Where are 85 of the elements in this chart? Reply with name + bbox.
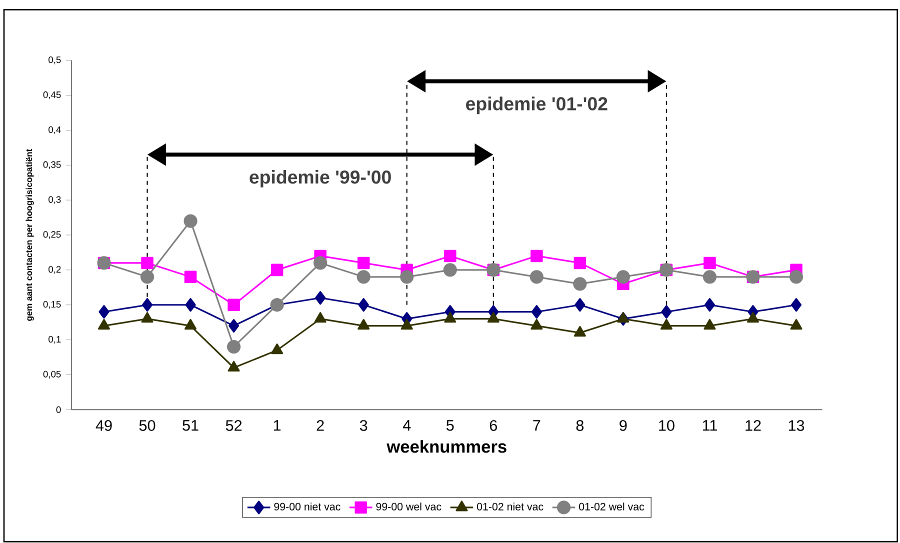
point xyxy=(444,312,456,323)
point xyxy=(141,312,154,323)
point xyxy=(140,270,154,284)
point xyxy=(228,360,240,372)
point xyxy=(227,340,241,354)
point xyxy=(789,270,804,284)
y-tick-label: 0,15 xyxy=(43,301,61,309)
point xyxy=(487,312,500,323)
point xyxy=(184,319,197,330)
point xyxy=(358,319,370,330)
y-tick-label: 0,2 xyxy=(48,266,61,274)
x-tick-label: 49 xyxy=(96,420,112,431)
point xyxy=(185,298,196,312)
point xyxy=(315,291,326,305)
point xyxy=(573,277,587,291)
x-tick-label: 10 xyxy=(659,420,674,431)
x-tick-label: 2 xyxy=(316,420,324,431)
point xyxy=(184,270,197,284)
y-tick-label: 0,25 xyxy=(43,231,61,239)
y-axis-title: gem aant contacten per hoogrisicopatiënt xyxy=(26,148,34,321)
point xyxy=(358,298,369,312)
point xyxy=(531,305,542,319)
point xyxy=(314,256,328,270)
y-tick-label: 0,1 xyxy=(48,336,61,344)
x-tick-label: 3 xyxy=(360,420,368,431)
point xyxy=(357,256,370,270)
y-tick-label: 0,3 xyxy=(48,196,61,204)
point xyxy=(747,312,759,323)
point xyxy=(271,343,284,354)
point xyxy=(530,270,544,284)
x-tick-label: 52 xyxy=(226,420,242,431)
point xyxy=(574,326,586,337)
x-tick-label: 8 xyxy=(576,420,584,431)
x-tick-label: 5 xyxy=(446,420,454,431)
point xyxy=(661,305,672,319)
x-tick-label: 13 xyxy=(788,420,804,431)
x-tick-label: 51 xyxy=(182,420,198,431)
point xyxy=(141,256,154,270)
point xyxy=(184,214,198,228)
point xyxy=(530,250,543,262)
point xyxy=(228,319,240,333)
x-tick-label: 1 xyxy=(274,420,281,431)
point xyxy=(228,298,240,311)
point xyxy=(616,270,630,284)
y-tick-label: 0,35 xyxy=(43,161,61,169)
legend-label: 99-00 niet vac xyxy=(274,502,340,510)
x-tick-label: 6 xyxy=(490,420,497,431)
point xyxy=(443,263,457,277)
point xyxy=(660,319,672,330)
point xyxy=(702,270,717,284)
legend-label: 01-02 wel vac xyxy=(579,502,644,510)
y-tick-label: 0,4 xyxy=(48,126,61,134)
point xyxy=(574,298,586,312)
point xyxy=(704,319,716,330)
point xyxy=(142,298,153,312)
y-tick-label: 0,5 xyxy=(48,56,61,64)
annotation: epidemie '01-'02 xyxy=(466,96,608,114)
point xyxy=(270,264,284,276)
point xyxy=(530,319,543,330)
point xyxy=(314,312,326,323)
legend-label: 01-02 niet vac xyxy=(476,502,544,510)
y-tick-label: 0 xyxy=(56,406,61,413)
annotation: epidemie '99-'00 xyxy=(250,170,391,188)
x-tick-label: 50 xyxy=(139,420,156,431)
point xyxy=(98,305,110,319)
point xyxy=(444,250,456,262)
point xyxy=(704,256,716,270)
x-tick-label: 9 xyxy=(620,420,627,431)
point xyxy=(617,312,630,323)
y-tick-label: 0,45 xyxy=(43,91,61,100)
x-axis-title: weeknummers xyxy=(386,440,506,453)
x-tick-label: 12 xyxy=(746,420,761,431)
point xyxy=(790,298,802,312)
x-tick-label: 4 xyxy=(402,420,411,431)
x-tick-label: 11 xyxy=(702,420,717,431)
legend-label: 99-00 wel vac xyxy=(376,502,442,510)
x-tick-label: 7 xyxy=(533,420,540,431)
point xyxy=(98,319,110,330)
point xyxy=(790,319,802,330)
point xyxy=(356,270,370,284)
point xyxy=(400,270,414,284)
point xyxy=(574,256,586,270)
point xyxy=(704,298,716,312)
point xyxy=(400,319,413,330)
y-tick-label: 0,05 xyxy=(43,370,61,379)
